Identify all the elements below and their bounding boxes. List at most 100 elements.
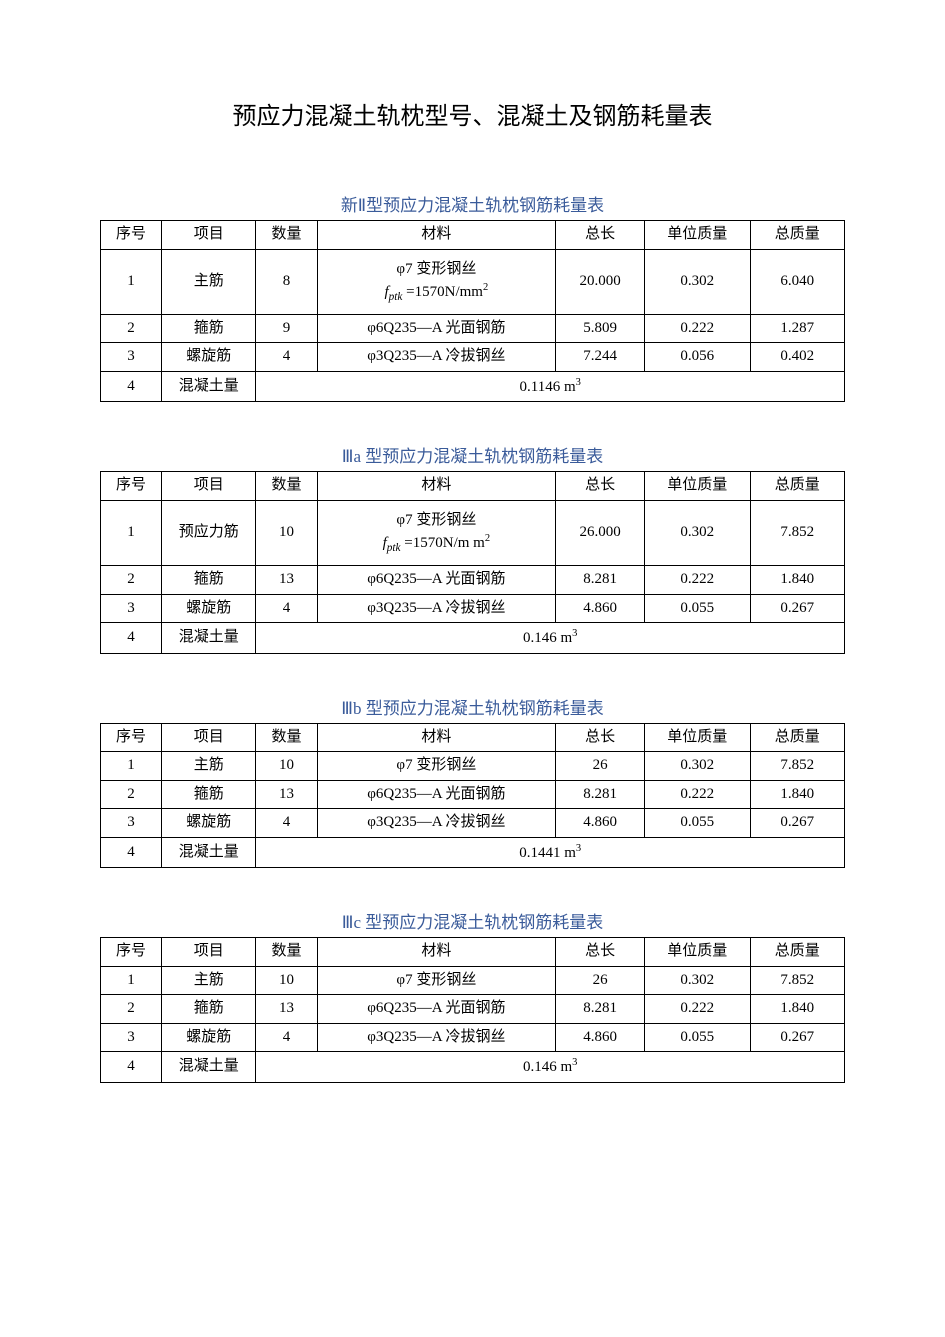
cell-length: 8.281 [556, 566, 645, 595]
cell-total-mass: 1.840 [750, 780, 844, 809]
table-header-row: 序号项目数量材料总长单位质量总质量 [101, 938, 845, 967]
cell-length: 4.860 [556, 594, 645, 623]
cell-total-mass: 7.852 [750, 966, 844, 995]
cell-item: 箍筋 [162, 780, 256, 809]
cell-item: 混凝土量 [162, 623, 256, 654]
table-row: 2箍筋13φ6Q235―A 光面钢筋8.2810.2221.840 [101, 566, 845, 595]
cell-qty: 10 [256, 966, 317, 995]
table-header-cell: 材料 [317, 723, 556, 752]
cell-material: φ7 变形钢丝 [317, 966, 556, 995]
cell-total-mass: 7.852 [750, 500, 844, 565]
table-header-cell: 序号 [101, 472, 162, 501]
table-row: 3螺旋筋4φ3Q235―A 冷拔钢丝7.2440.0560.402 [101, 343, 845, 372]
table-header-cell: 数量 [256, 472, 317, 501]
table-header-cell: 单位质量 [645, 938, 750, 967]
cell-total-mass: 7.852 [750, 752, 844, 781]
cell-material: φ6Q235―A 光面钢筋 [317, 780, 556, 809]
cell-no: 1 [101, 752, 162, 781]
cell-item: 主筋 [162, 966, 256, 995]
cell-concrete-value: 0.1441 m3 [256, 837, 845, 868]
cell-material: φ7 变形钢丝 [317, 752, 556, 781]
cell-material: φ6Q235―A 光面钢筋 [317, 314, 556, 343]
table-header-row: 序号项目数量材料总长单位质量总质量 [101, 472, 845, 501]
table-header-cell: 单位质量 [645, 472, 750, 501]
table-row: 2箍筋13φ6Q235―A 光面钢筋8.2810.2221.840 [101, 995, 845, 1024]
data-table: 序号项目数量材料总长单位质量总质量1主筋10φ7 变形钢丝260.3027.85… [100, 937, 845, 1083]
cell-no: 4 [101, 1052, 162, 1083]
cell-item: 箍筋 [162, 314, 256, 343]
cell-concrete-value: 0.146 m3 [256, 623, 845, 654]
table-header-cell: 材料 [317, 938, 556, 967]
cell-total-mass: 0.402 [750, 343, 844, 372]
table-header-cell: 总质量 [750, 221, 844, 250]
table-header-cell: 单位质量 [645, 723, 750, 752]
cell-total-mass: 6.040 [750, 249, 844, 314]
table-header-cell: 材料 [317, 472, 556, 501]
cell-unit-mass: 0.302 [645, 500, 750, 565]
cell-qty: 13 [256, 566, 317, 595]
table-row: 2箍筋9φ6Q235―A 光面钢筋5.8090.2221.287 [101, 314, 845, 343]
cell-no: 3 [101, 594, 162, 623]
cell-length: 26 [556, 966, 645, 995]
table-row: 1主筋10φ7 变形钢丝260.3027.852 [101, 966, 845, 995]
cell-qty: 9 [256, 314, 317, 343]
concrete-row: 4混凝土量0.1146 m3 [101, 371, 845, 402]
cell-length: 26.000 [556, 500, 645, 565]
table-row: 3螺旋筋4φ3Q235―A 冷拔钢丝4.8600.0550.267 [101, 594, 845, 623]
cell-item: 箍筋 [162, 995, 256, 1024]
table-header-cell: 序号 [101, 221, 162, 250]
table-header-cell: 总长 [556, 472, 645, 501]
table-caption: 新Ⅱ型预应力混凝土轨枕钢筋耗量表 [100, 191, 845, 216]
cell-item: 螺旋筋 [162, 809, 256, 838]
table-header-cell: 项目 [162, 221, 256, 250]
cell-no: 3 [101, 809, 162, 838]
cell-qty: 4 [256, 594, 317, 623]
table-header-cell: 项目 [162, 723, 256, 752]
cell-item: 螺旋筋 [162, 1023, 256, 1052]
table-header-cell: 数量 [256, 221, 317, 250]
cell-item: 混凝土量 [162, 837, 256, 868]
cell-item: 预应力筋 [162, 500, 256, 565]
cell-length: 8.281 [556, 995, 645, 1024]
cell-qty: 13 [256, 780, 317, 809]
concrete-row: 4混凝土量0.1441 m3 [101, 837, 845, 868]
cell-qty: 4 [256, 809, 317, 838]
table-header-cell: 序号 [101, 723, 162, 752]
cell-qty: 13 [256, 995, 317, 1024]
cell-material: φ7 变形钢丝fptk =1570N/m m2 [317, 500, 556, 565]
table-header-cell: 总质量 [750, 723, 844, 752]
data-table: 序号项目数量材料总长单位质量总质量1预应力筋10φ7 变形钢丝fptk =157… [100, 471, 845, 653]
table-row: 1主筋10φ7 变形钢丝260.3027.852 [101, 752, 845, 781]
cell-no: 3 [101, 343, 162, 372]
cell-material: φ3Q235―A 冷拔钢丝 [317, 1023, 556, 1052]
table-header-row: 序号项目数量材料总长单位质量总质量 [101, 221, 845, 250]
cell-unit-mass: 0.222 [645, 314, 750, 343]
cell-length: 5.809 [556, 314, 645, 343]
table-row: 2箍筋13φ6Q235―A 光面钢筋8.2810.2221.840 [101, 780, 845, 809]
cell-qty: 10 [256, 500, 317, 565]
table-row: 3螺旋筋4φ3Q235―A 冷拔钢丝4.8600.0550.267 [101, 809, 845, 838]
table-row: 1预应力筋10φ7 变形钢丝fptk =1570N/m m226.0000.30… [101, 500, 845, 565]
cell-no: 3 [101, 1023, 162, 1052]
cell-unit-mass: 0.055 [645, 1023, 750, 1052]
cell-no: 2 [101, 314, 162, 343]
tables-container: 新Ⅱ型预应力混凝土轨枕钢筋耗量表序号项目数量材料总长单位质量总质量1主筋8φ7 … [100, 191, 845, 1083]
cell-no: 4 [101, 371, 162, 402]
table-caption: Ⅲb 型预应力混凝土轨枕钢筋耗量表 [100, 694, 845, 719]
table-header-cell: 项目 [162, 938, 256, 967]
cell-no: 4 [101, 623, 162, 654]
table-row: 1主筋8φ7 变形钢丝fptk =1570N/mm220.0000.3026.0… [101, 249, 845, 314]
cell-no: 4 [101, 837, 162, 868]
cell-item: 混凝土量 [162, 1052, 256, 1083]
cell-no: 2 [101, 780, 162, 809]
cell-qty: 10 [256, 752, 317, 781]
cell-length: 4.860 [556, 809, 645, 838]
cell-total-mass: 1.840 [750, 995, 844, 1024]
cell-no: 1 [101, 249, 162, 314]
table-caption: Ⅲa 型预应力混凝土轨枕钢筋耗量表 [100, 442, 845, 467]
cell-material: φ7 变形钢丝fptk =1570N/mm2 [317, 249, 556, 314]
cell-material: φ3Q235―A 冷拔钢丝 [317, 594, 556, 623]
cell-length: 4.860 [556, 1023, 645, 1052]
cell-qty: 4 [256, 1023, 317, 1052]
cell-unit-mass: 0.302 [645, 752, 750, 781]
